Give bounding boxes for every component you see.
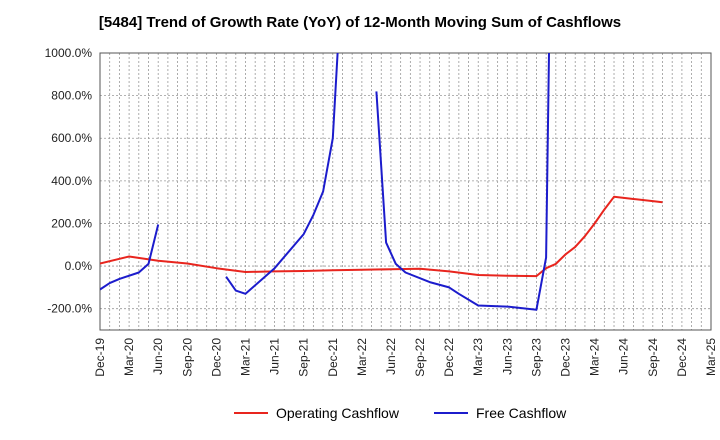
y-tick-label: -200.0% — [47, 302, 92, 316]
legend-swatch-operating — [234, 412, 268, 414]
x-tick-label: Mar-23 — [471, 338, 485, 376]
series-line-free-cashflow — [100, 224, 160, 291]
x-tick-label: Dec-21 — [326, 338, 340, 377]
x-tick-label: Mar-22 — [355, 338, 369, 376]
series-layer — [100, 53, 663, 311]
x-tick-label: Dec-20 — [209, 338, 223, 377]
x-tick-label: Dec-22 — [442, 338, 456, 377]
x-tick-label: Dec-24 — [675, 338, 689, 377]
axes — [99, 52, 712, 331]
x-tick-label: Mar-20 — [122, 338, 136, 376]
x-tick-label: Dec-19 — [93, 338, 107, 377]
series-line-free-cashflow — [375, 53, 550, 311]
legend-label-operating: Operating Cashflow — [276, 405, 399, 421]
series-line-free-cashflow — [225, 53, 339, 295]
x-tick-label: Dec-23 — [559, 338, 573, 377]
x-tick-label: Sep-20 — [180, 338, 194, 377]
chart-title: [5484] Trend of Growth Rate (YoY) of 12-… — [98, 14, 622, 31]
x-tick-label: Mar-25 — [704, 338, 718, 376]
x-tick-label: Mar-21 — [238, 338, 252, 376]
x-tick-label: Sep-22 — [413, 338, 427, 377]
x-tick-label: Jun-20 — [151, 338, 165, 375]
x-tick-label: Jun-22 — [384, 338, 398, 375]
grid — [100, 52, 711, 330]
y-tick-label: 400.0% — [51, 174, 92, 188]
series-line-operating-cashflow — [100, 195, 663, 278]
legend-item-operating-cashflow: Operating Cashflow — [234, 405, 399, 421]
x-tick-label: Jun-23 — [500, 338, 514, 375]
legend: Operating Cashflow Free Cashflow — [0, 405, 720, 425]
y-tick-label: 600.0% — [51, 131, 92, 145]
plot-frame — [99, 52, 712, 331]
legend-item-free-cashflow: Free Cashflow — [434, 405, 566, 421]
x-tick-label: Jun-21 — [268, 338, 282, 375]
legend-swatch-free — [434, 412, 468, 414]
tick-labels: -200.0% 0.0% 200.0% 400.0% 600.0% 800.0% 1000.… — [45, 46, 718, 377]
x-tick-label: Jun-24 — [617, 338, 631, 375]
y-tick-label: 1000.0% — [45, 46, 93, 60]
y-tick-label: 0.0% — [65, 259, 93, 273]
legend-label-free: Free Cashflow — [476, 405, 567, 421]
x-tick-label: Sep-21 — [297, 338, 311, 377]
x-tick-label: Mar-24 — [588, 338, 602, 376]
y-tick-label: 800.0% — [51, 89, 92, 103]
x-tick-label: Sep-24 — [646, 338, 660, 377]
y-tick-label: 200.0% — [51, 216, 92, 230]
x-tick-label: Sep-23 — [529, 338, 543, 377]
